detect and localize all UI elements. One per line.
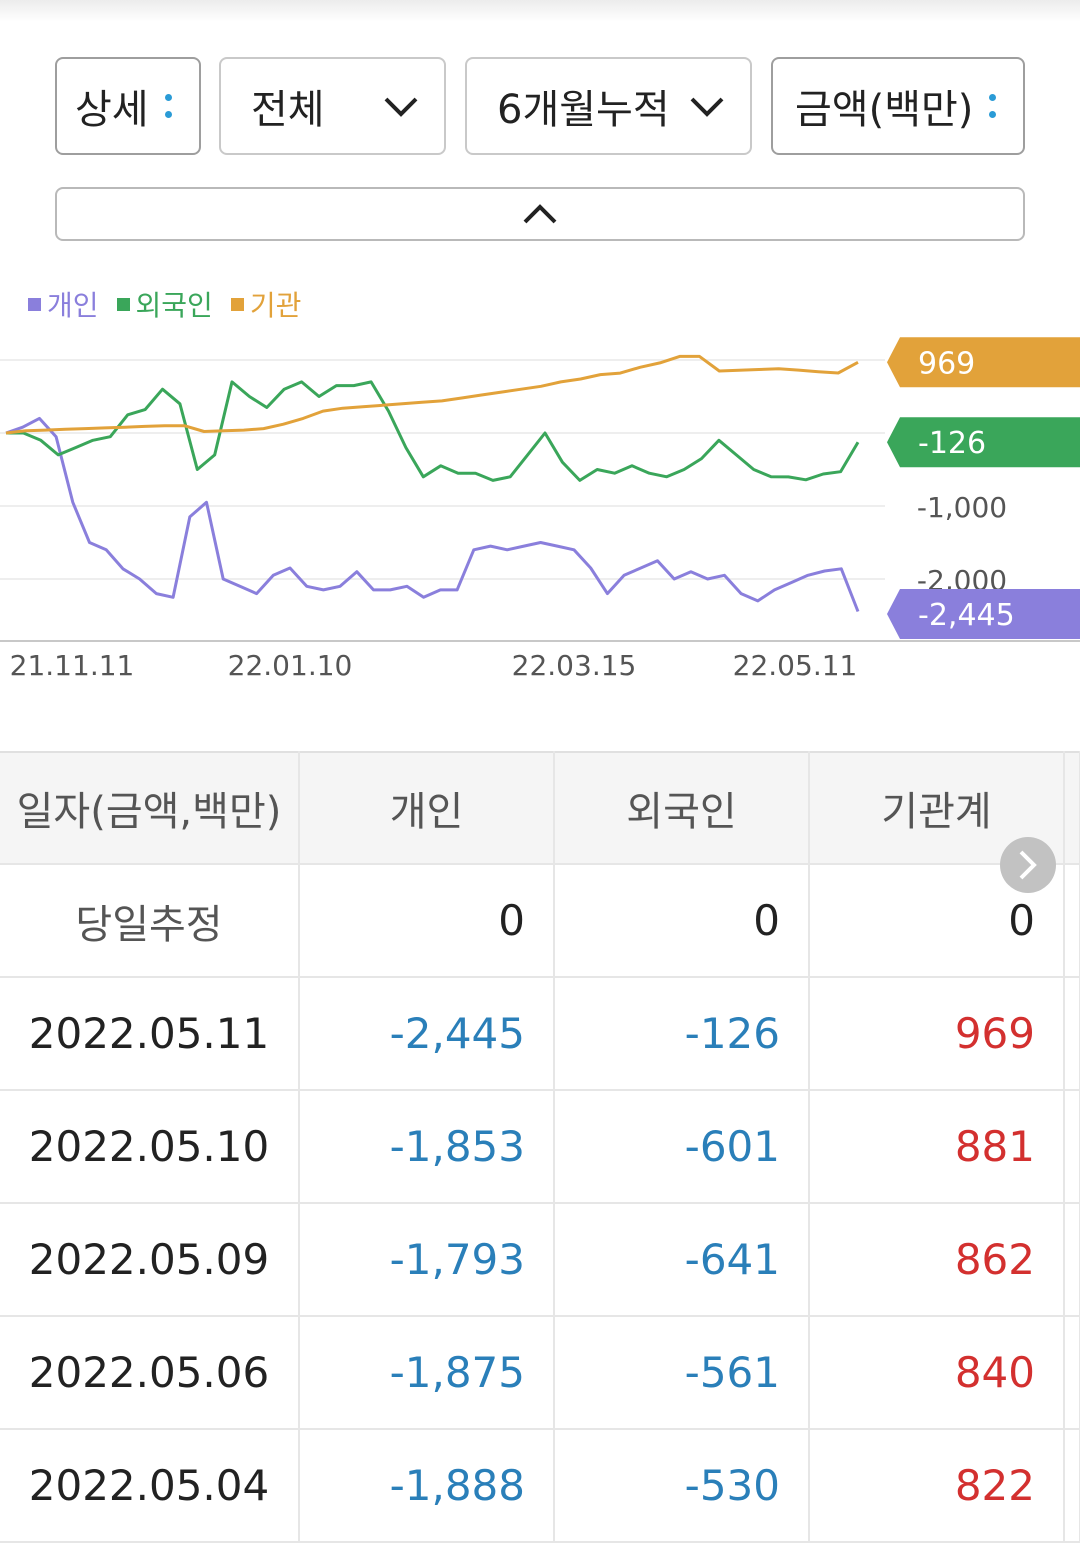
row-institution: 881: [809, 1090, 1065, 1204]
estimate-label: 당일추정: [0, 864, 300, 978]
series-end-value: -2,445: [918, 598, 1015, 633]
chevron-down-icon: [384, 97, 418, 117]
series-end-value: -126: [918, 426, 986, 461]
table-row: 2022.05.09 -1,793 -641 862: [0, 1203, 1080, 1317]
row-personal: -1,875: [299, 1316, 555, 1430]
x-tick-label: 22.03.15: [512, 649, 637, 682]
mode-select-label: 상세: [75, 87, 149, 133]
row-institution: 862: [809, 1203, 1065, 1317]
row-institution: 840: [809, 1316, 1065, 1430]
chevron-down-icon: [690, 97, 724, 117]
header-spacer: [1064, 751, 1080, 865]
series-line: [5, 354, 859, 435]
row-spacer: [1064, 864, 1080, 978]
series-end-tag: [887, 337, 1080, 388]
row-spacer: [1064, 1429, 1080, 1543]
row-personal: -1,888: [299, 1429, 555, 1543]
row-foreign: -561: [554, 1316, 810, 1430]
legend-swatch: [230, 297, 244, 311]
x-tick-label: 22.05.11: [733, 649, 858, 682]
row-spacer: [1064, 1203, 1080, 1317]
row-spacer: [1064, 1090, 1080, 1204]
unit-select-label: 금액(백만): [795, 87, 974, 133]
x-tick-label: 21.11.11: [10, 649, 135, 682]
series-line: [5, 416, 860, 613]
legend-swatch: [28, 297, 41, 311]
top-shadow: [0, 0, 1080, 22]
collapse-toggle-button[interactable]: [55, 187, 1025, 241]
estimate-row: 당일추정 0 0 0: [0, 864, 1080, 978]
table-row: 2022.05.10 -1,853 -601 881: [0, 1090, 1080, 1204]
series-end-tag: [887, 589, 1080, 639]
row-institution: 822: [809, 1429, 1065, 1543]
estimate-personal: 0: [299, 864, 555, 978]
row-personal: -1,793: [299, 1203, 555, 1317]
row-foreign: -601: [554, 1090, 810, 1204]
scope-select[interactable]: 전체: [219, 57, 446, 155]
header-personal: 개인: [299, 751, 555, 865]
estimate-foreign: 0: [554, 864, 810, 978]
period-select-label: 6개월누적: [497, 87, 670, 133]
row-date: 2022.05.06: [0, 1316, 300, 1430]
row-date: 2022.05.11: [0, 977, 300, 1091]
chart-legend: 개인 외국인 기관: [28, 284, 301, 324]
legend-item-personal: 개인: [28, 284, 99, 324]
row-spacer: [1064, 1316, 1080, 1430]
series-line: [6, 380, 860, 482]
investor-table: 일자(금액,백만) 개인 외국인 기관계 당일추정 0 0 0 2022.05.…: [0, 751, 1080, 1543]
table-row: 2022.05.06 -1,875 -561 840: [0, 1316, 1080, 1430]
x-tick-label: 22.01.10: [228, 649, 353, 682]
series-end-tag: [887, 417, 1080, 468]
period-select[interactable]: 6개월누적: [465, 57, 752, 155]
unit-select[interactable]: 금액(백만): [771, 57, 1025, 155]
chevron-up-icon: [523, 204, 557, 224]
table-header-row: 일자(금액,백만) 개인 외국인 기관계: [0, 751, 1080, 865]
row-foreign: -126: [554, 977, 810, 1091]
table-row: 2022.05.04 -1,888 -530 822: [0, 1429, 1080, 1543]
row-personal: -1,853: [299, 1090, 555, 1204]
row-date: 2022.05.09: [0, 1203, 300, 1317]
header-foreign: 외국인: [554, 751, 810, 865]
row-spacer: [1064, 977, 1080, 1091]
more-dots-icon: [989, 94, 997, 118]
row-institution: 969: [809, 977, 1065, 1091]
legend-item-foreign: 외국인: [116, 284, 213, 324]
y-tick-label: -1,000: [917, 491, 1007, 524]
legend-swatch: [116, 297, 130, 311]
table-row: 2022.05.11 -2,445 -126 969: [0, 977, 1080, 1091]
chevron-right-icon: [1019, 850, 1037, 880]
mode-select[interactable]: 상세: [55, 57, 201, 155]
series-end-value: 969: [918, 346, 975, 381]
legend-item-institution: 기관: [230, 284, 302, 324]
row-date: 2022.05.10: [0, 1090, 300, 1204]
legend-label: 외국인: [135, 289, 213, 322]
header-date: 일자(금액,백만): [0, 751, 300, 865]
legend-label: 개인: [47, 289, 99, 322]
scope-select-label: 전체: [251, 87, 325, 133]
more-dots-icon: [164, 94, 172, 118]
scroll-right-button[interactable]: [1000, 837, 1056, 893]
row-foreign: -530: [554, 1429, 810, 1543]
row-date: 2022.05.04: [0, 1429, 300, 1543]
row-personal: -2,445: [299, 977, 555, 1091]
row-foreign: -641: [554, 1203, 810, 1317]
legend-label: 기관: [249, 289, 302, 322]
